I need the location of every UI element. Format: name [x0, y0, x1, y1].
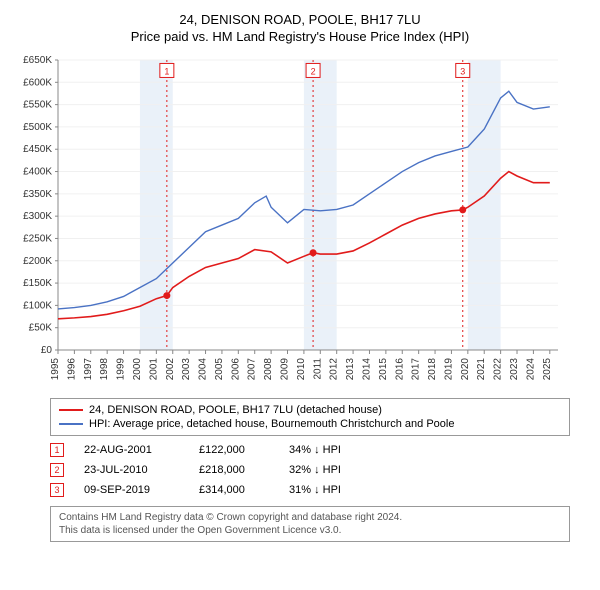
svg-text:2002: 2002 [165, 358, 176, 381]
sale-marker-label: 1 [50, 443, 64, 457]
sales-row: 2 23-JUL-2010 £218,000 32% ↓ HPI [50, 460, 570, 480]
svg-text:2010: 2010 [296, 358, 307, 381]
svg-text:£500K: £500K [23, 122, 52, 133]
svg-text:2015: 2015 [378, 358, 389, 381]
sale-price: £314,000 [199, 484, 269, 496]
svg-text:£100K: £100K [23, 300, 52, 311]
svg-text:£600K: £600K [23, 77, 52, 88]
svg-text:2008: 2008 [263, 358, 274, 381]
sales-row: 3 09-SEP-2019 £314,000 31% ↓ HPI [50, 480, 570, 500]
svg-text:2013: 2013 [345, 358, 356, 381]
svg-text:2009: 2009 [280, 358, 291, 381]
svg-text:2000: 2000 [132, 358, 143, 381]
chart-container: £0 £50K £100K £150K £200K £250K £300K £350K £400… [10, 52, 590, 392]
svg-text:2021: 2021 [476, 358, 487, 381]
svg-text:1998: 1998 [99, 358, 110, 381]
svg-text:2011: 2011 [312, 358, 323, 380]
legend-row: 24, DENISON ROAD, POOLE, BH17 7LU (detac… [59, 403, 561, 417]
svg-text:2018: 2018 [427, 358, 438, 381]
svg-text:£250K: £250K [23, 233, 52, 244]
svg-text:1996: 1996 [66, 358, 77, 381]
svg-text:2007: 2007 [247, 358, 258, 381]
svg-text:2: 2 [311, 66, 316, 76]
svg-text:£50K: £50K [29, 323, 53, 334]
sale-date: 09-SEP-2019 [84, 484, 179, 496]
svg-text:2020: 2020 [460, 358, 471, 381]
svg-text:2019: 2019 [443, 358, 454, 381]
legend-row: HPI: Average price, detached house, Bour… [59, 417, 561, 431]
sale-date: 23-JUL-2010 [84, 464, 179, 476]
svg-text:£0: £0 [41, 345, 53, 356]
svg-text:2024: 2024 [525, 358, 536, 381]
svg-text:2017: 2017 [411, 358, 422, 381]
svg-text:2025: 2025 [542, 358, 553, 381]
svg-text:£350K: £350K [23, 189, 52, 200]
legend-swatch [59, 409, 83, 411]
svg-text:2012: 2012 [329, 358, 340, 381]
sale-price: £218,000 [199, 464, 269, 476]
price-chart: £0 £50K £100K £150K £200K £250K £300K £350K £400… [10, 52, 570, 392]
sale-marker-label: 2 [50, 463, 64, 477]
svg-text:2005: 2005 [214, 358, 225, 381]
footer-line2: This data is licensed under the Open Gov… [59, 524, 561, 537]
chart-title-address: 24, DENISON ROAD, POOLE, BH17 7LU [10, 12, 590, 27]
sale-marker-label: 3 [50, 483, 64, 497]
svg-text:2003: 2003 [181, 358, 192, 381]
legend-label: 24, DENISON ROAD, POOLE, BH17 7LU (detac… [89, 404, 382, 416]
svg-text:1999: 1999 [116, 358, 127, 381]
svg-text:2016: 2016 [394, 358, 405, 381]
svg-text:2006: 2006 [230, 358, 241, 381]
legend-label: HPI: Average price, detached house, Bour… [89, 418, 454, 430]
sales-table: 1 22-AUG-2001 £122,000 34% ↓ HPI 2 23-JUL-201… [50, 440, 570, 500]
sale-hpi-delta: 34% ↓ HPI [289, 444, 389, 456]
footer-attribution: Contains HM Land Registry data © Crown c… [50, 506, 570, 542]
svg-text:1997: 1997 [83, 358, 94, 381]
svg-text:£400K: £400K [23, 167, 52, 178]
sale-date: 22-AUG-2001 [84, 444, 179, 456]
svg-text:2022: 2022 [493, 358, 504, 381]
chart-title-sub: Price paid vs. HM Land Registry's House … [10, 29, 590, 44]
sale-price: £122,000 [199, 444, 269, 456]
svg-text:£550K: £550K [23, 100, 52, 111]
svg-text:£650K: £650K [23, 55, 52, 66]
footer-line1: Contains HM Land Registry data © Crown c… [59, 511, 561, 524]
sales-row: 1 22-AUG-2001 £122,000 34% ↓ HPI [50, 440, 570, 460]
svg-text:2001: 2001 [148, 358, 159, 381]
svg-text:£150K: £150K [23, 278, 52, 289]
title-block: 24, DENISON ROAD, POOLE, BH17 7LU Price … [10, 12, 590, 44]
svg-text:1995: 1995 [50, 358, 61, 381]
svg-text:2023: 2023 [509, 358, 520, 381]
svg-text:3: 3 [460, 66, 465, 76]
legend-box: 24, DENISON ROAD, POOLE, BH17 7LU (detac… [50, 398, 570, 436]
sale-hpi-delta: 31% ↓ HPI [289, 484, 389, 496]
svg-text:£200K: £200K [23, 256, 52, 267]
svg-text:2014: 2014 [361, 358, 372, 381]
svg-text:£450K: £450K [23, 144, 52, 155]
svg-text:2004: 2004 [198, 358, 209, 381]
svg-text:£300K: £300K [23, 211, 52, 222]
legend-swatch [59, 423, 83, 425]
sale-hpi-delta: 32% ↓ HPI [289, 464, 389, 476]
svg-text:1: 1 [164, 66, 169, 76]
